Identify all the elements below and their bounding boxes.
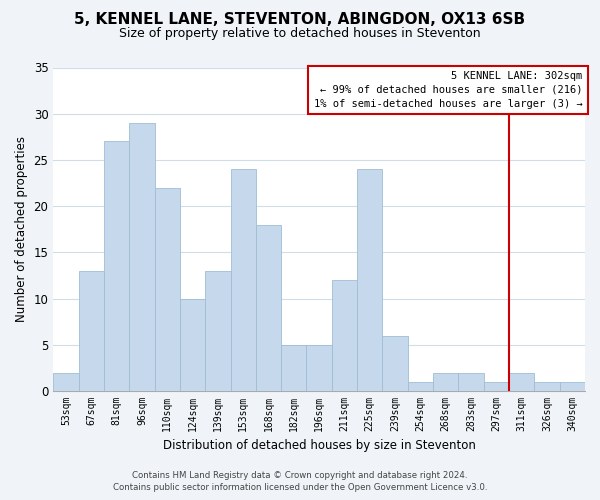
Text: Size of property relative to detached houses in Steventon: Size of property relative to detached ho… (119, 28, 481, 40)
Bar (205, 271, 230, 391)
Bar (180, 298, 205, 391)
Y-axis label: Number of detached properties: Number of detached properties (15, 136, 28, 322)
Bar (408, 382, 433, 391)
Bar (433, 372, 458, 391)
Bar (281, 345, 307, 391)
Bar (458, 372, 484, 391)
Bar (509, 372, 535, 391)
Bar (560, 382, 585, 391)
Bar (79, 271, 104, 391)
Text: 5, KENNEL LANE, STEVENTON, ABINGDON, OX13 6SB: 5, KENNEL LANE, STEVENTON, ABINGDON, OX1… (74, 12, 526, 28)
Bar (104, 142, 129, 391)
Text: 5 KENNEL LANE: 302sqm
← 99% of detached houses are smaller (216)
1% of semi-deta: 5 KENNEL LANE: 302sqm ← 99% of detached … (314, 70, 583, 108)
Text: Contains HM Land Registry data © Crown copyright and database right 2024.
Contai: Contains HM Land Registry data © Crown c… (113, 471, 487, 492)
Bar (307, 345, 332, 391)
Bar (53, 372, 79, 391)
Bar (155, 188, 180, 391)
Bar (256, 224, 281, 391)
X-axis label: Distribution of detached houses by size in Steventon: Distribution of detached houses by size … (163, 440, 476, 452)
Bar (357, 169, 382, 391)
Bar (129, 123, 155, 391)
Bar (484, 382, 509, 391)
Bar (535, 382, 560, 391)
Bar (382, 336, 408, 391)
Bar (230, 169, 256, 391)
Bar (332, 280, 357, 391)
